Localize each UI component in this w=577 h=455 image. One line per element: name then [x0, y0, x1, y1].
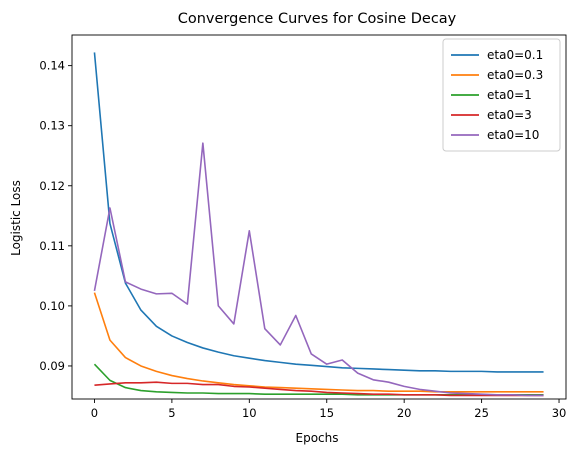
x-axis: 0 5 10 15 20 25 30 [91, 399, 567, 420]
x-axis-label: Epochs [296, 431, 339, 445]
y-tick-label: 0.10 [39, 299, 65, 313]
x-tick-label: 10 [242, 406, 257, 420]
legend-box [442, 38, 561, 152]
y-tick-label: 0.13 [39, 119, 65, 133]
x-tick-label: 5 [168, 406, 175, 420]
x-tick-label: 25 [474, 406, 489, 420]
y-tick-label: 0.11 [39, 239, 65, 253]
x-tick-label: 15 [319, 406, 334, 420]
legend-label-2: eta0=1 [487, 88, 532, 102]
x-tick-label: 30 [552, 406, 567, 420]
x-tick-label: 0 [91, 406, 98, 420]
chart-title: Convergence Curves for Cosine Decay [178, 11, 457, 27]
series-line-1 [93, 292, 544, 393]
x-tick-label: 20 [397, 406, 412, 420]
legend: eta0=0.1 eta0=0.3 eta0=1 eta0=3 eta0=10 [442, 38, 561, 152]
plot-lines [93, 52, 544, 397]
legend-label-0: eta0=0.1 [487, 48, 543, 62]
plot-frame [71, 34, 567, 400]
series-line-3 [94, 381, 544, 397]
y-tick-label: 0.09 [39, 359, 65, 373]
y-axis: 0.09 0.10 0.11 0.12 0.13 0.14 [39, 59, 72, 373]
series-line-2 [93, 363, 544, 396]
series-line-0 [93, 52, 544, 373]
y-axis-label: Logistic Loss [9, 180, 23, 256]
series-line-4 [93, 142, 544, 397]
legend-label-4: eta0=10 [487, 128, 539, 142]
y-tick-label: 0.14 [39, 59, 65, 73]
legend-label-1: eta0=0.3 [487, 68, 543, 82]
legend-label-3: eta0=3 [487, 108, 532, 122]
y-tick-label: 0.12 [39, 179, 65, 193]
